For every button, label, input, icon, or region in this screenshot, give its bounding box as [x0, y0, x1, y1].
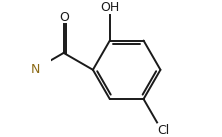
Text: O: O	[59, 11, 69, 24]
Text: N: N	[30, 63, 40, 76]
Text: OH: OH	[100, 1, 119, 14]
Text: Cl: Cl	[158, 124, 170, 137]
